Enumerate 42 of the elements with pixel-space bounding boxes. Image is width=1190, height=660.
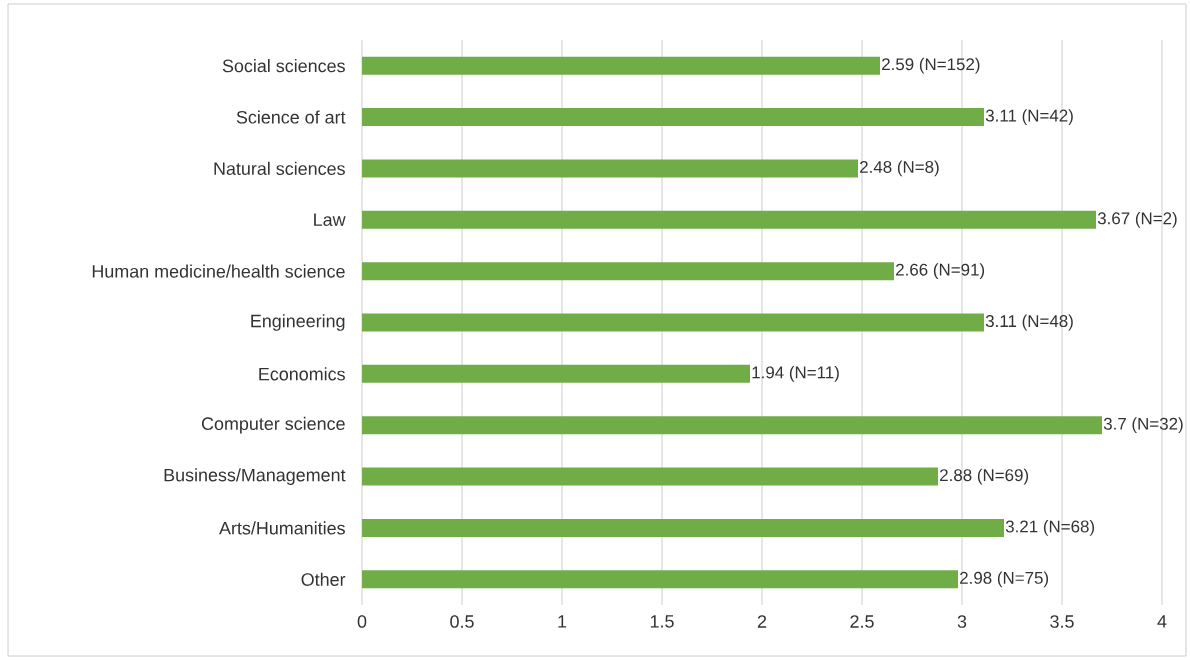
x-tick-label: 2 [757,615,767,628]
data-label: 2.59 (N=152) [882,57,980,74]
y-tick-label: Computer science [201,416,345,434]
bar [362,313,985,332]
y-tick-label: Engineering [251,314,345,331]
y-tick-label: Other [301,572,346,586]
data-label: 3.67 (N=2) [1097,211,1177,228]
data-label: 1.94 (N=11) [752,365,839,382]
bar [362,416,1103,435]
bar [362,159,858,178]
x-tick-label: 4 [1157,615,1167,628]
bar [362,56,880,75]
bar [362,467,939,486]
data-label: 2.98 (N=75) [960,571,1049,588]
y-tick-label: Human medicine/health science [92,264,345,278]
data-label: 3.11 (N=42) [985,109,1073,125]
bar [362,518,1005,537]
bar [362,210,1097,229]
y-tick-label: Business/Management [164,468,346,485]
data-label: 3.21 (N=68) [1005,520,1095,536]
data-label: 2.66 (N=91) [896,263,985,280]
y-tick-label: Law [314,213,346,227]
y-tick-label: Social sciences [222,59,345,73]
x-tick-label: 0.5 [450,615,474,628]
data-label: 3.11 (N=48) [985,314,1073,331]
data-label: 2.48 (N=8) [860,160,939,177]
y-tick-label: Natural sciences [214,161,345,175]
data-label: 2.88 (N=69) [940,468,1029,485]
x-tick-label: 3 [957,615,967,628]
x-tick-label: 0 [357,615,367,628]
x-tick-label: 3.5 [1050,615,1074,628]
bar [362,570,959,589]
x-tick-label: 2.5 [850,615,874,628]
bar [362,364,750,383]
bar [362,262,894,281]
x-tick-label: 1 [558,615,567,628]
bar [362,108,985,127]
y-tick-label: Arts/Humanities [219,521,345,535]
y-tick-label: Science of art [236,110,346,124]
x-tick-label: 1.5 [650,615,674,628]
data-label: 3.7 (N=32) [1103,417,1183,434]
y-tick-label: Economics [259,367,345,381]
